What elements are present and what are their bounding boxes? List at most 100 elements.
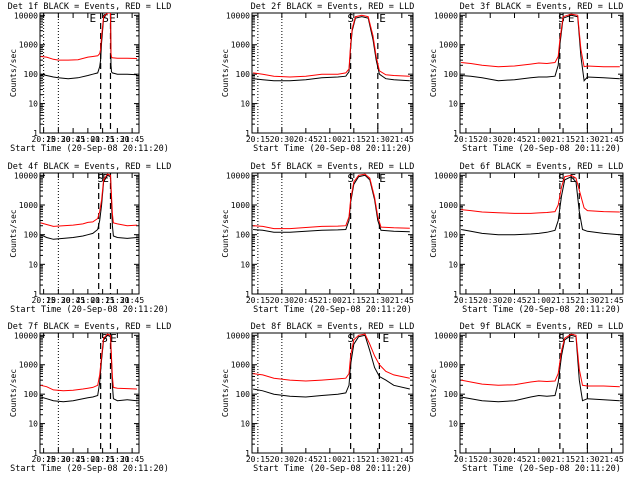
x-tick-label: 20:45 (61, 455, 85, 464)
events-series-line (461, 334, 620, 403)
events-series-line (461, 176, 620, 236)
x-tick-label: 21:30 (366, 135, 390, 144)
y-tick-label: 10000 (14, 331, 38, 340)
y-tick-label: 1000 (439, 201, 458, 210)
y-tick-label: 10000 (226, 331, 250, 340)
y-tick-label: 1000 (439, 41, 458, 50)
x-tick-label: 20:15 (32, 455, 56, 464)
y-axis-title: Counts/sec (221, 369, 230, 417)
x-axis-title: Start Time (20-Sep-08 20:11:20) (462, 305, 621, 315)
y-tick-label: 100 (236, 390, 251, 399)
plot-frame (39, 12, 140, 134)
lld-series-line (253, 173, 410, 230)
chart-title: Det 3f BLACK = Events, RED = LLD (460, 2, 624, 12)
y-tick-label: 1 (245, 129, 250, 138)
plot-frame (39, 332, 140, 454)
x-tick-label: 21:00 (76, 135, 100, 144)
y-tick-label: 1 (453, 129, 458, 138)
y-tick-label: 10 (28, 420, 38, 429)
x-tick-label: 21:30 (575, 455, 599, 464)
events-series-line (253, 334, 410, 398)
x-axis-title: Start Time (20-Sep-08 20:11:20) (462, 464, 621, 474)
lld-series-line (461, 333, 620, 388)
interval-marker-label: S (347, 12, 354, 25)
plot-frame (39, 172, 140, 295)
x-tick-label: 20:15 (454, 455, 478, 464)
y-tick-label: 1 (33, 129, 38, 138)
y-tick-label: 100 (444, 70, 459, 79)
y-tick-label: 100 (236, 231, 251, 240)
y-tick-label: 10000 (434, 331, 458, 340)
interval-marker-label: E (109, 12, 116, 25)
x-tick-label: 20:45 (294, 296, 318, 305)
y-tick-label: 10 (240, 420, 250, 429)
y-axis-title: Counts/sec (221, 209, 230, 257)
x-tick-label: 20:45 (61, 135, 85, 144)
plot-frame (251, 172, 414, 295)
y-tick-label: 1 (453, 290, 458, 299)
interval-marker-label: E (568, 332, 575, 345)
lld-series-line (40, 173, 138, 227)
lld-series-line (253, 333, 410, 382)
y-axis-title: Counts/sec (429, 369, 438, 417)
chart-title: Det 1f BLACK = Events, RED = LLD (8, 2, 172, 12)
x-tick-label: 21:15 (551, 455, 575, 464)
x-tick-label: 21:00 (318, 455, 342, 464)
y-tick-label: 1000 (19, 41, 38, 50)
x-axis-title: Start Time (20-Sep-08 20:11:20) (253, 305, 412, 315)
x-tick-label: 20:30 (46, 135, 70, 144)
y-tick-label: 10000 (226, 171, 250, 180)
y-axis-title: Counts/sec (9, 209, 18, 257)
x-tick-label: 20:30 (478, 296, 502, 305)
events-series-line (40, 334, 138, 403)
x-axis-title: Start Time (20-Sep-08 20:11:20) (253, 144, 412, 154)
y-tick-label: 10000 (226, 11, 250, 20)
x-tick-label: 20:45 (502, 296, 526, 305)
x-tick-label: 21:45 (120, 296, 144, 305)
interval-marker-label: E (379, 172, 386, 185)
plot-frame (459, 332, 624, 454)
events-series-line (40, 174, 138, 240)
y-tick-label: 10 (448, 260, 458, 269)
x-axis-title: Start Time (20-Sep-08 20:11:20) (462, 144, 621, 154)
x-tick-label: 21:15 (342, 135, 366, 144)
x-axis-title: Start Time (20-Sep-08 20:11:20) (10, 305, 169, 315)
x-tick-label: 21:30 (366, 296, 390, 305)
x-tick-label: 21:30 (366, 455, 390, 464)
y-tick-label: 100 (24, 70, 39, 79)
y-tick-label: 10 (448, 100, 458, 109)
x-tick-label: 21:00 (318, 135, 342, 144)
x-tick-label: 21:45 (120, 455, 144, 464)
x-tick-label: 21:15 (91, 455, 115, 464)
plot-frame (459, 12, 624, 134)
x-tick-label: 20:15 (32, 135, 56, 144)
y-tick-label: 1 (245, 290, 250, 299)
y-tick-label: 10000 (434, 11, 458, 20)
y-tick-label: 1 (245, 449, 250, 458)
y-tick-label: 100 (24, 390, 39, 399)
x-tick-label: 21:00 (527, 296, 551, 305)
x-tick-label: 21:15 (342, 296, 366, 305)
interval-marker-label: E (89, 12, 96, 25)
x-axis-title: Start Time (20-Sep-08 20:11:20) (253, 464, 412, 474)
x-tick-label: 20:45 (294, 455, 318, 464)
interval-marker-label: E (568, 12, 575, 25)
x-tick-label: 20:15 (246, 135, 270, 144)
y-tick-label: 10000 (434, 171, 458, 180)
x-tick-label: 20:45 (502, 455, 526, 464)
y-tick-label: 10 (28, 260, 38, 269)
x-axis-title: Start Time (20-Sep-08 20:11:20) (10, 464, 169, 474)
x-tick-label: 21:00 (318, 296, 342, 305)
x-tick-label: 20:15 (246, 296, 270, 305)
x-tick-label: 21:15 (342, 455, 366, 464)
chart-title: Det 4f BLACK = Events, RED = LLD (8, 162, 172, 172)
x-tick-label: 21:30 (575, 135, 599, 144)
y-axis-title: Counts/sec (429, 209, 438, 257)
y-tick-label: 10 (240, 260, 250, 269)
